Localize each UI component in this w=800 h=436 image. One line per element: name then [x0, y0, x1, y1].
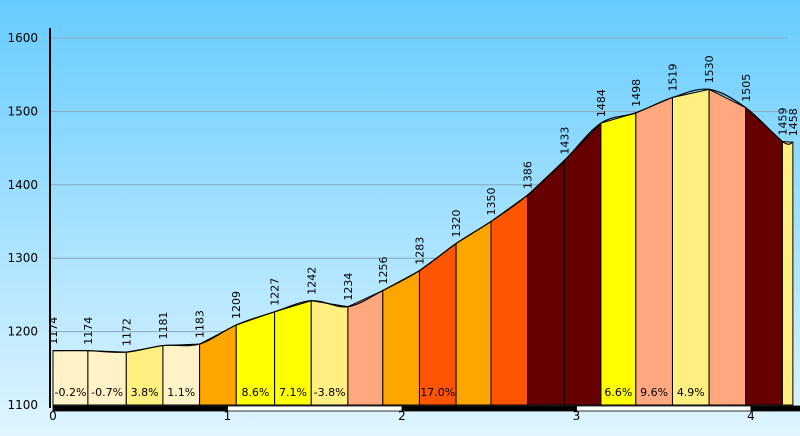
elevation-label: 1256: [377, 256, 390, 284]
gradient-label: 17.0%: [420, 386, 455, 399]
y-tick-label: 1100: [7, 398, 38, 412]
y-tick-label: 1200: [7, 325, 38, 339]
x-axis-km-bar: [52, 405, 800, 412]
segment-area: [347, 289, 384, 406]
segment-area: [455, 220, 492, 406]
axes: [49, 28, 800, 412]
km-bar-segment: [576, 405, 752, 412]
elevation-label: 1227: [269, 278, 282, 306]
elevation-label: 1172: [120, 318, 133, 346]
elevation-label: 1386: [522, 161, 535, 189]
elevation-label: 1505: [740, 74, 753, 102]
elevation-label: 1433: [558, 127, 571, 155]
gradient-label: 7.1%: [279, 386, 307, 399]
elevation-label: 1181: [157, 312, 170, 340]
elevation-label: 1183: [194, 310, 207, 338]
x-tick-labels: 0 1 2 3 4: [49, 409, 755, 423]
segment-area: [635, 96, 673, 406]
elevation-label: 1174: [82, 317, 95, 345]
segment-areas: [52, 88, 794, 406]
profile-line: [52, 88, 794, 353]
y-tick-label: 1500: [7, 104, 38, 118]
km-bar-segment: [401, 405, 577, 412]
elevation-label: 1458: [787, 108, 800, 136]
elevation-label: 1484: [595, 89, 608, 117]
segment-area: [600, 112, 637, 406]
y-tick-label: 1400: [7, 178, 38, 192]
elevation-label: 1242: [305, 267, 318, 295]
elevation-label: 1209: [230, 291, 243, 319]
x-tick-label: 0: [49, 409, 57, 423]
segment-area: [708, 88, 747, 406]
gradient-label: -3.8%: [314, 386, 346, 399]
gradient-label: 6.6%: [604, 386, 632, 399]
elevation-label: 1530: [703, 55, 716, 83]
gradient-label: 1.1%: [167, 386, 195, 399]
km-bar-segment: [750, 405, 800, 412]
gradient-label: 9.6%: [640, 386, 668, 399]
gradient-label: -0.2%: [54, 386, 86, 399]
gradient-labels: -0.2% -0.7% 3.8% 1.1% 8.6% 7.1% -3.8% 17.0% 6.6%…: [54, 386, 704, 399]
gradient-label: 8.6%: [241, 386, 269, 399]
elevation-label: 1459: [776, 107, 789, 135]
segment-area: [563, 121, 602, 406]
elevation-label: 1174: [47, 317, 60, 345]
elevation-label: 1234: [342, 273, 355, 301]
segment-area: [418, 242, 457, 406]
segment-area: [671, 88, 710, 406]
x-tick-label: 2: [398, 409, 406, 423]
profile-line: [52, 88, 794, 353]
elevation-label: 1283: [413, 237, 426, 265]
segment-area: [382, 269, 420, 406]
x-tick-label: 4: [747, 409, 755, 423]
x-tick-label: 1: [224, 409, 232, 423]
y-tick-label: 1600: [7, 31, 38, 45]
segment-area: [781, 140, 794, 406]
segment-area: [745, 106, 783, 406]
elevation-label: 1350: [485, 188, 498, 216]
gradient-label: 4.9%: [677, 386, 705, 399]
elevation-label: 1498: [630, 79, 643, 107]
elevation-labels: 1174 1174 1172 1181 1183 1209 1227 1242 1234 1256…: [47, 55, 800, 346]
elevation-label: 1320: [450, 210, 463, 238]
km-bar-segment: [227, 405, 403, 412]
segment-area: [527, 159, 565, 406]
y-tick-labels: 1100 1200 1300 1400 1500 1600: [7, 31, 38, 412]
x-tick-label: 3: [573, 409, 581, 423]
segment-area: [490, 194, 529, 406]
y-tick-label: 1300: [7, 251, 38, 265]
elevation-label: 1519: [666, 63, 679, 91]
gradient-label: -0.7%: [91, 386, 123, 399]
gradient-label: 3.8%: [131, 386, 159, 399]
km-bar-segment: [52, 405, 228, 412]
